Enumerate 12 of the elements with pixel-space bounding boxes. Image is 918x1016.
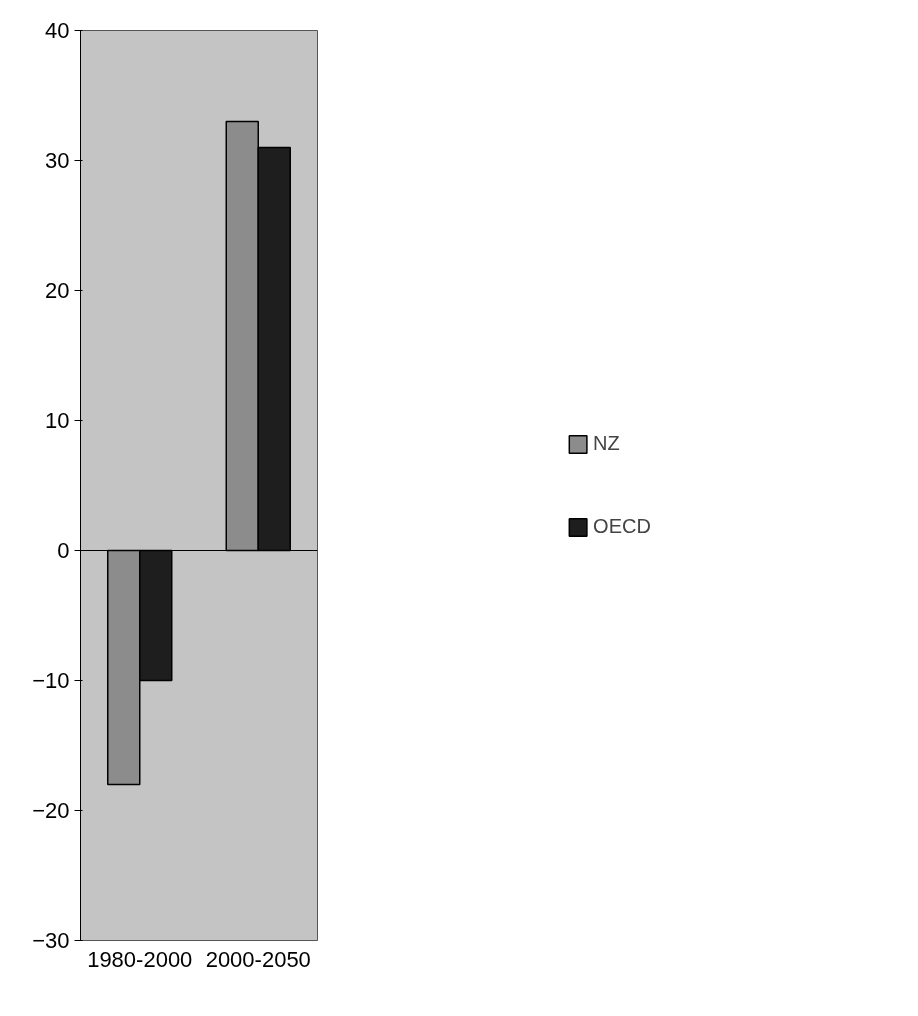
y-tick-label: 40 <box>45 18 70 43</box>
y-tick-label: 10 <box>45 408 70 433</box>
legend-label: OECD <box>593 515 651 538</box>
y-tick-label: −30 <box>32 928 70 953</box>
y-tick-label: 20 <box>45 278 70 303</box>
y-tick-label: −20 <box>32 798 70 823</box>
y-tick-label: 0 <box>57 538 70 563</box>
y-tick-label: 30 <box>45 148 70 173</box>
x-tick-label: 1980-2000 <box>87 946 193 972</box>
legend-label: NZ <box>593 432 620 455</box>
x-tick-label: 2000-2050 <box>205 946 311 972</box>
y-tick-label: −10 <box>32 668 70 693</box>
